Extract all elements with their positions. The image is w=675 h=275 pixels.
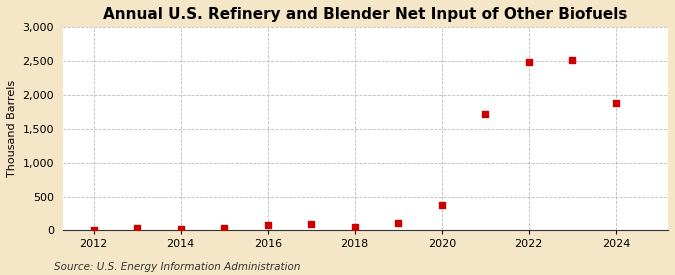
Point: [176, 227, 186, 232]
Point: [436, 202, 447, 207]
Text: Source: U.S. Energy Information Administration: Source: U.S. Energy Information Administ…: [54, 262, 300, 272]
Point: [88, 228, 99, 232]
Point: [263, 223, 273, 228]
Point: [393, 221, 404, 225]
Title: Annual U.S. Refinery and Blender Net Input of Other Biofuels: Annual U.S. Refinery and Blender Net Inp…: [103, 7, 628, 22]
Point: [350, 225, 360, 230]
Point: [132, 226, 142, 231]
Point: [523, 60, 534, 64]
Point: [567, 57, 578, 62]
Point: [219, 226, 230, 230]
Y-axis label: Thousand Barrels: Thousand Barrels: [7, 80, 17, 177]
Point: [306, 221, 317, 226]
Point: [610, 101, 621, 105]
Point: [480, 112, 491, 116]
